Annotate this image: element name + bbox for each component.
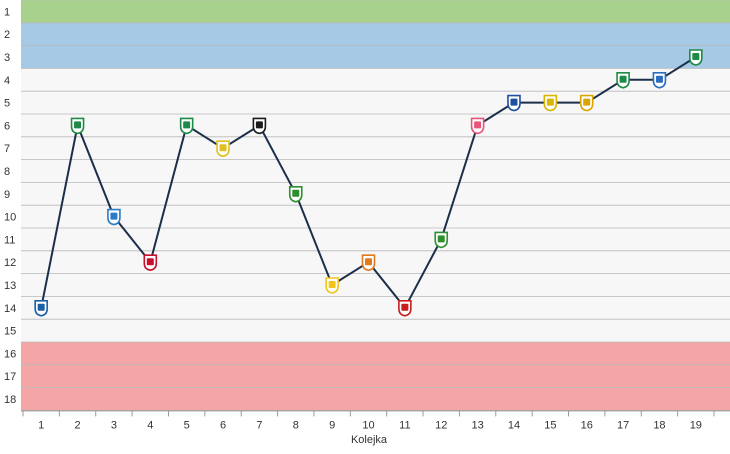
data-point-12 bbox=[434, 231, 449, 249]
data-point-11 bbox=[398, 300, 412, 317]
data-point-9 bbox=[325, 277, 339, 294]
y-tick-label: 11 bbox=[4, 234, 15, 246]
crest-emblem bbox=[328, 281, 336, 288]
crest-emblem bbox=[655, 75, 663, 83]
crest-emblem bbox=[110, 212, 118, 220]
y-tick-label: 15 bbox=[4, 326, 16, 338]
data-point-13 bbox=[470, 117, 485, 135]
crest-emblem bbox=[365, 258, 372, 266]
data-point-14 bbox=[507, 94, 521, 112]
y-tick-label: 18 bbox=[4, 394, 16, 406]
x-tick-label: 3 bbox=[111, 419, 117, 431]
x-axis: 1 2 3 4 5 6 7 8 9 10 11 12 13 14 15 16 17 18 19 bbox=[21, 410, 730, 431]
band-1 bbox=[21, 0, 730, 23]
y-tick-label: 5 bbox=[4, 98, 10, 110]
x-tick-label: 7 bbox=[256, 419, 262, 431]
x-tick-label: 14 bbox=[508, 419, 520, 431]
crest-emblem bbox=[401, 303, 409, 311]
y-tick-label: 14 bbox=[4, 303, 16, 315]
crest-emblem bbox=[474, 121, 482, 129]
y-tick-label: 1 bbox=[4, 6, 10, 18]
data-point-16 bbox=[579, 94, 594, 112]
y-tick-label: 2 bbox=[4, 29, 10, 41]
data-point-4 bbox=[143, 254, 158, 272]
y-tick-label: 7 bbox=[4, 143, 10, 155]
y-tick-label: 9 bbox=[4, 189, 10, 201]
crest-emblem bbox=[255, 121, 263, 129]
x-tick-label: 17 bbox=[617, 419, 629, 431]
x-tick-label: 12 bbox=[435, 419, 447, 431]
crest-emblem bbox=[219, 144, 227, 152]
crest-emblem bbox=[183, 121, 191, 129]
x-tick-label: 8 bbox=[293, 419, 299, 431]
grid-lines bbox=[21, 0, 730, 411]
crest-emblem bbox=[74, 121, 82, 129]
y-tick-label: 17 bbox=[4, 371, 16, 383]
y-tick-label: 4 bbox=[4, 75, 10, 87]
data-point-3 bbox=[107, 208, 121, 226]
data-point-1 bbox=[34, 300, 48, 317]
x-tick-label: 1 bbox=[38, 419, 44, 431]
x-tick-label: 6 bbox=[220, 419, 226, 431]
data-point-18 bbox=[652, 72, 667, 89]
x-tick-label: 18 bbox=[653, 419, 665, 431]
x-tick-label: 15 bbox=[544, 419, 556, 431]
y-tick-label: 10 bbox=[4, 212, 16, 224]
crest-emblem bbox=[146, 258, 154, 266]
data-point-15 bbox=[543, 94, 558, 112]
x-tick-label: 11 bbox=[399, 419, 410, 431]
club-markers bbox=[34, 49, 703, 317]
data-point-2 bbox=[70, 117, 85, 135]
y-tick-label: 16 bbox=[4, 348, 16, 360]
crest-emblem bbox=[37, 303, 45, 311]
y-tick-label: 13 bbox=[4, 280, 16, 292]
y-tick-label: 12 bbox=[4, 257, 16, 269]
crest-emblem bbox=[619, 75, 627, 83]
crest-emblem bbox=[437, 235, 445, 243]
x-tick-label: 9 bbox=[329, 419, 335, 431]
x-tick-label: 13 bbox=[471, 419, 483, 431]
crest-emblem bbox=[583, 98, 591, 106]
data-point-19 bbox=[689, 49, 703, 66]
x-axis-title: Kolejka bbox=[351, 434, 388, 446]
y-tick-label: 3 bbox=[4, 52, 10, 64]
data-point-10 bbox=[361, 254, 376, 272]
y-tick-label: 8 bbox=[4, 166, 10, 178]
x-tick-label: 4 bbox=[147, 419, 153, 431]
band-4 bbox=[21, 342, 730, 411]
crest-emblem bbox=[546, 98, 554, 106]
x-tick-label: 10 bbox=[362, 419, 374, 431]
x-tick-label: 5 bbox=[184, 419, 190, 431]
data-point-17 bbox=[616, 72, 630, 89]
x-tick-label: 16 bbox=[581, 419, 593, 431]
crest-emblem bbox=[510, 98, 518, 106]
data-point-7 bbox=[252, 117, 267, 135]
data-point-5 bbox=[179, 117, 194, 135]
crest-emblem bbox=[692, 53, 700, 60]
crest-emblem bbox=[292, 189, 300, 197]
data-point-8 bbox=[288, 186, 303, 203]
y-tick-label: 6 bbox=[4, 120, 10, 132]
x-tick-label: 2 bbox=[74, 419, 80, 431]
data-point-6 bbox=[216, 140, 230, 158]
x-tick-label: 19 bbox=[690, 419, 702, 431]
